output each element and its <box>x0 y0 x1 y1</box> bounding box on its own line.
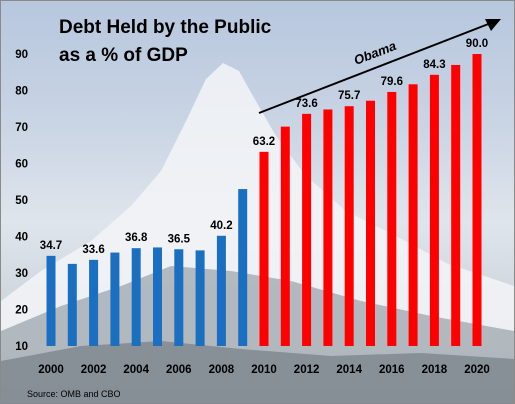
y-tick-label: 20 <box>15 305 28 317</box>
data-label-2020: 90.0 <box>466 38 488 50</box>
data-label-2004: 36.8 <box>125 232 148 244</box>
x-tick-label: 2008 <box>209 364 235 376</box>
y-tick-label: 30 <box>15 268 28 280</box>
data-label-2000: 34.7 <box>40 240 62 252</box>
x-axis-tick-labels: 2000 2002 2004 2006 2008 2010 2012 2014 2016 2018… <box>38 364 490 376</box>
x-tick-label: 2000 <box>38 364 64 376</box>
x-tick-label: 2010 <box>251 364 277 376</box>
x-tick-label: 2020 <box>464 364 490 376</box>
bar-2014 <box>344 106 354 346</box>
trend-arrow-line <box>258 22 492 114</box>
y-tick-label: 80 <box>15 86 28 98</box>
bar-2001 <box>67 263 77 346</box>
x-tick-label: 2016 <box>379 364 405 376</box>
bar-2015 <box>366 100 375 346</box>
data-label-2010: 63.2 <box>253 136 275 148</box>
data-label-2012: 73.6 <box>295 98 317 110</box>
bar-2010 <box>259 151 269 346</box>
source-note: Source: OMB and CBO <box>27 389 121 399</box>
data-label-2014: 75.7 <box>338 90 360 102</box>
bar-2019 <box>451 64 461 346</box>
x-tick-label: 2018 <box>422 364 448 376</box>
bar-2020 <box>472 54 482 346</box>
bar-2011 <box>280 126 290 346</box>
bar-2008 <box>216 235 226 346</box>
x-tick-label: 2002 <box>81 364 107 376</box>
bar-2018 <box>429 74 439 347</box>
bar-2004 <box>131 248 141 346</box>
y-tick-label: 70 <box>15 122 28 134</box>
x-tick-label: 2004 <box>123 364 149 376</box>
data-label-2002: 33.6 <box>82 244 104 256</box>
x-tick-label: 2006 <box>166 364 192 376</box>
obama-annotation: Obama <box>352 38 399 68</box>
y-tick-label: 50 <box>15 195 28 207</box>
data-label-2016: 79.6 <box>381 76 403 88</box>
y-axis-tick-labels: 10 20 30 40 50 60 70 80 90 <box>15 49 28 353</box>
title-line-2: as a % of GDP <box>59 45 188 66</box>
bar-2012 <box>302 113 312 346</box>
y-tick-label: 90 <box>15 49 28 61</box>
y-tick-label: 40 <box>15 232 28 244</box>
data-label-2018: 84.3 <box>423 59 445 71</box>
bar-2000 <box>46 255 56 346</box>
data-label-2006: 36.5 <box>168 233 191 245</box>
bar-2016 <box>387 91 397 347</box>
bar-2009 <box>238 189 248 346</box>
mountain-background <box>1 63 514 403</box>
bar-2002 <box>89 259 99 346</box>
bar-2013 <box>323 109 333 346</box>
data-label-2008: 40.2 <box>210 220 232 232</box>
data-labels: 34.7 33.6 36.8 36.5 40.2 63.2 73.6 75.7 79.6 84.3… <box>40 38 488 256</box>
bar-2017 <box>408 84 418 347</box>
x-tick-label: 2012 <box>294 364 320 376</box>
bar-2007 <box>195 250 205 346</box>
x-tick-label: 2014 <box>336 364 362 376</box>
bar-2006 <box>174 249 184 346</box>
bar-2003 <box>110 252 120 346</box>
trend-arrowhead-icon <box>485 19 501 31</box>
y-tick-label: 10 <box>15 341 28 353</box>
y-tick-label: 60 <box>15 159 28 171</box>
bar-2005 <box>153 247 162 346</box>
bars <box>46 54 482 347</box>
title-line-1: Debt Held by the Public <box>59 17 272 38</box>
chart-title: Debt Held by the Public as a % of GDP <box>59 17 272 66</box>
